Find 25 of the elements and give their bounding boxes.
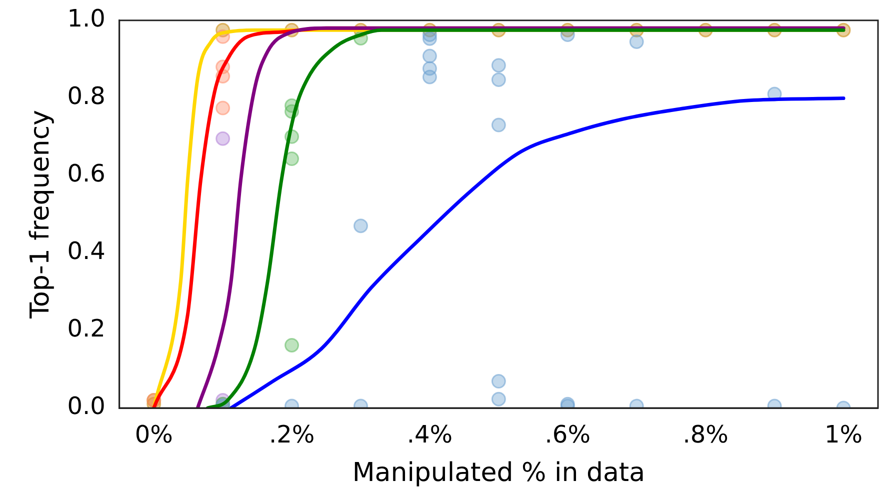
y-tick-label: 0.2	[67, 314, 106, 343]
point	[216, 131, 230, 146]
point	[491, 72, 506, 87]
x-tick-label: .8%	[682, 420, 728, 449]
x-tick-label: 0%	[134, 420, 173, 449]
point	[422, 48, 437, 64]
x-tick-label: 1%	[824, 420, 863, 449]
y-tick-label: 0.4	[67, 237, 106, 266]
point	[422, 70, 437, 84]
x-tick-label: .6%	[544, 420, 590, 449]
point	[354, 218, 368, 234]
x-axis-title: Manipulated % in data	[352, 458, 646, 488]
x-tick-label: .2%	[268, 420, 315, 449]
point	[216, 100, 230, 116]
point	[284, 152, 300, 166]
y-tick-label: 0.0	[67, 392, 106, 420]
point	[491, 118, 506, 132]
y-tick-label: 0.8	[67, 82, 106, 110]
y-tick-label: 0.6	[67, 160, 106, 188]
x-tick-label: .4%	[406, 420, 453, 449]
point	[629, 34, 644, 49]
y-tick-label: 1.0	[67, 4, 106, 33]
point	[422, 31, 437, 46]
point	[491, 58, 506, 73]
y-axis-title: Top-1 frequency	[25, 110, 56, 320]
